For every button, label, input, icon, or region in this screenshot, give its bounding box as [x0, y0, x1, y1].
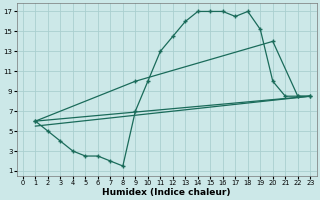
X-axis label: Humidex (Indice chaleur): Humidex (Indice chaleur) [102, 188, 231, 197]
